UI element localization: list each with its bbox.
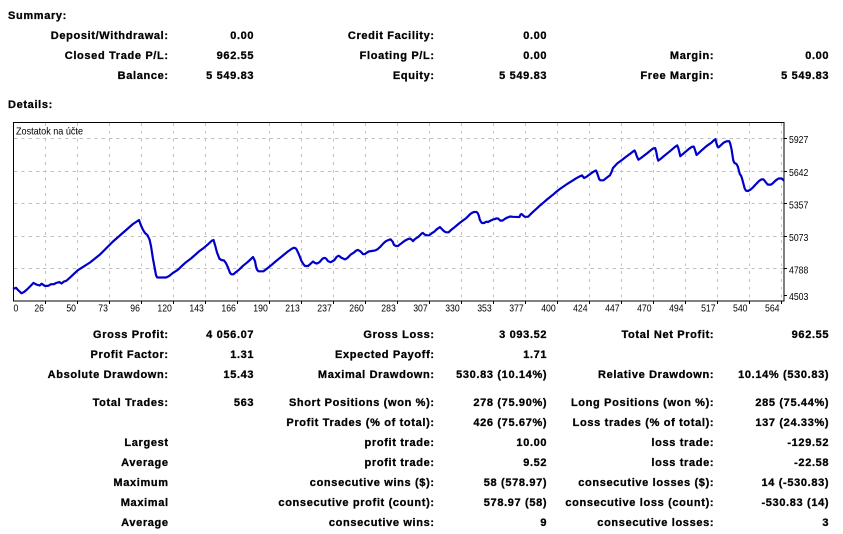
svg-text:96: 96	[130, 304, 140, 315]
svg-text:26: 26	[34, 304, 44, 315]
svg-text:5642: 5642	[789, 168, 809, 179]
svg-text:377: 377	[509, 304, 524, 315]
svg-text:494: 494	[669, 304, 684, 315]
svg-text:5927: 5927	[789, 135, 809, 146]
svg-text:353: 353	[477, 304, 492, 315]
svg-text:517: 517	[701, 304, 716, 315]
svg-text:283: 283	[381, 304, 396, 315]
svg-text:5073: 5073	[789, 233, 809, 244]
svg-text:447: 447	[605, 304, 620, 315]
svg-text:260: 260	[349, 304, 364, 315]
svg-text:213: 213	[285, 304, 300, 315]
svg-text:237: 237	[317, 304, 332, 315]
svg-text:5357: 5357	[789, 200, 809, 211]
svg-text:330: 330	[445, 304, 460, 315]
svg-text:4503: 4503	[789, 292, 809, 303]
svg-text:540: 540	[733, 304, 748, 315]
svg-text:424: 424	[573, 304, 588, 315]
svg-text:190: 190	[253, 304, 268, 315]
svg-text:120: 120	[157, 304, 172, 315]
svg-text:0: 0	[14, 304, 19, 315]
svg-text:Zostatok na účte: Zostatok na účte	[16, 126, 83, 137]
svg-text:73: 73	[98, 304, 108, 315]
svg-text:307: 307	[413, 304, 428, 315]
svg-text:470: 470	[637, 304, 652, 315]
svg-text:143: 143	[189, 304, 204, 315]
svg-text:166: 166	[221, 304, 236, 315]
svg-text:564: 564	[765, 304, 780, 315]
svg-text:50: 50	[66, 304, 76, 315]
svg-text:4788: 4788	[789, 266, 809, 277]
svg-text:400: 400	[541, 304, 556, 315]
